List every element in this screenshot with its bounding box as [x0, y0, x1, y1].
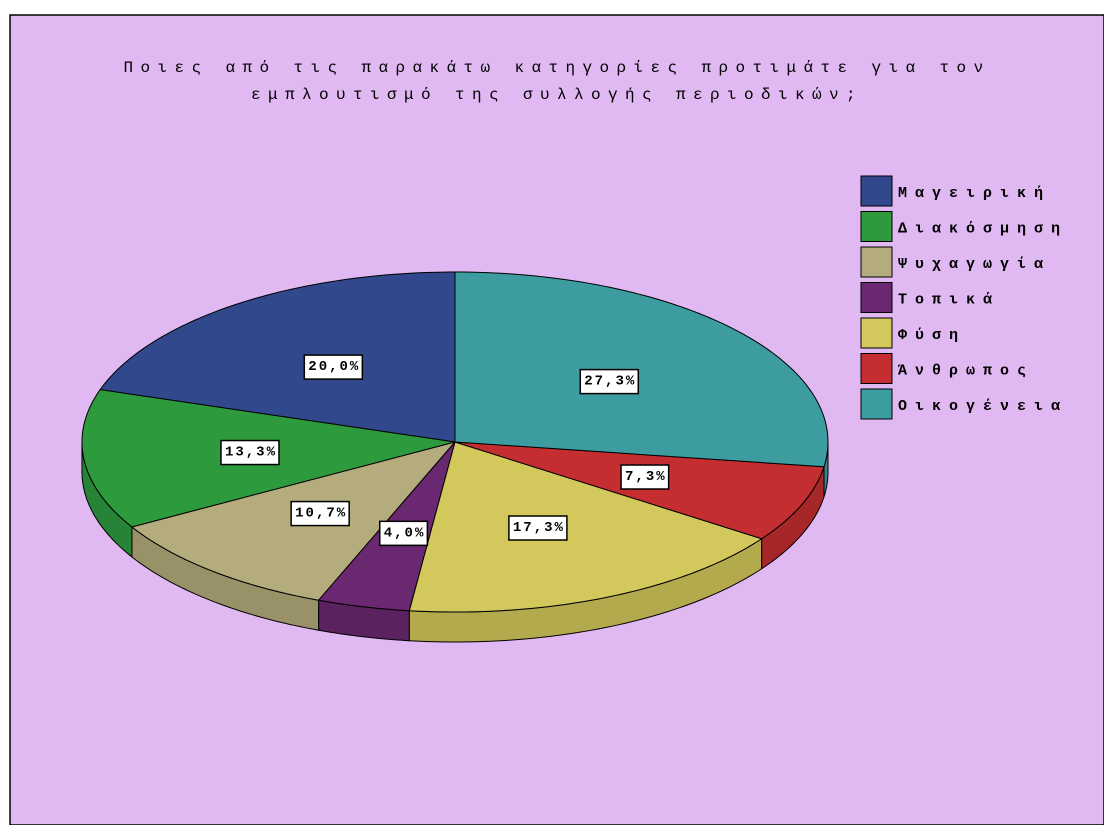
- data-label: 13,3%: [225, 445, 277, 461]
- pie-slice: [99, 271, 456, 443]
- legend-swatch: [860, 282, 893, 313]
- data-label-box: [290, 500, 350, 527]
- legend-swatch: [860, 353, 893, 384]
- pie-slice: [454, 441, 825, 540]
- data-label: 7,3%: [625, 469, 667, 485]
- data-label-box: [579, 368, 640, 395]
- data-label: 27,3%: [584, 374, 636, 390]
- legend-label: Διακόσμηση: [898, 220, 1068, 237]
- data-label-box: [620, 464, 670, 490]
- data-label: 17,3%: [513, 520, 565, 536]
- legend-swatch: [860, 246, 893, 278]
- data-label-box: [508, 515, 568, 541]
- legend-label: Μαγειρική: [898, 185, 1051, 202]
- legend-label: Άνθρωπος: [898, 362, 1034, 379]
- legend-swatch: [860, 388, 893, 420]
- pie-slice: [408, 441, 763, 613]
- data-label: 20,0%: [308, 359, 360, 375]
- legend-swatch: [860, 175, 893, 207]
- legend-label: Φύση: [898, 327, 966, 344]
- legend-swatch: [860, 317, 893, 349]
- chart-title: εμπλουτισμό της συλλογής περιοδικών;: [251, 86, 863, 104]
- data-label: 4,0%: [384, 525, 426, 541]
- legend-label: Τοπικά: [898, 291, 1000, 308]
- legend-label: Ψυχαγωγία: [898, 256, 1051, 273]
- data-label-box: [220, 439, 280, 466]
- legend-label: Οικογένεια: [898, 398, 1068, 415]
- chart-title: Ποιες από τις παρακάτω κατηγορίες προτιμ…: [123, 59, 990, 77]
- legend-swatch: [860, 211, 893, 242]
- data-label: 10,7%: [295, 506, 347, 522]
- pie-slice: [454, 271, 829, 468]
- data-label-box: [303, 354, 364, 380]
- data-label-box: [379, 520, 429, 547]
